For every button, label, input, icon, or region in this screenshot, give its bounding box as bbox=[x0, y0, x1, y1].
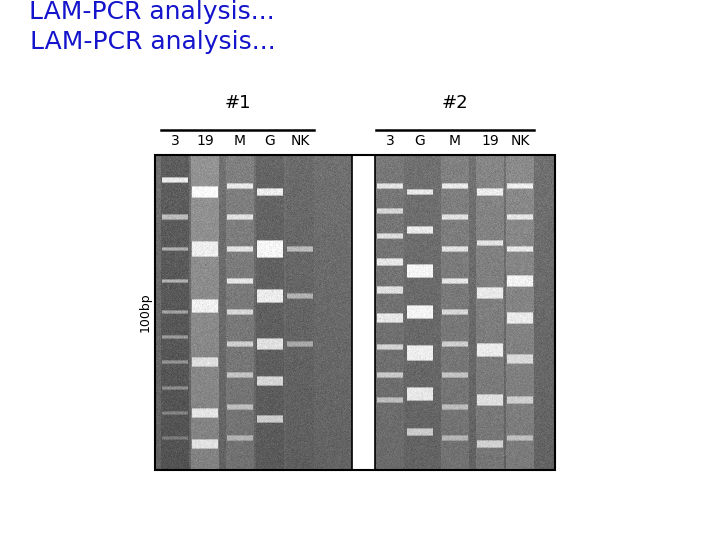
Text: NK: NK bbox=[510, 134, 530, 148]
Text: M: M bbox=[449, 134, 461, 148]
Text: G: G bbox=[265, 134, 275, 148]
Text: 100bp: 100bp bbox=[138, 293, 151, 332]
Text: NK: NK bbox=[290, 134, 310, 148]
Text: 3: 3 bbox=[171, 134, 179, 148]
Text: LAM-PCR analysis...: LAM-PCR analysis... bbox=[29, 0, 274, 24]
Bar bbox=[155, 155, 352, 470]
Text: 3: 3 bbox=[386, 134, 395, 148]
Text: LAM-PCR analysis...: LAM-PCR analysis... bbox=[30, 30, 276, 54]
Text: 19: 19 bbox=[196, 134, 214, 148]
Text: #2: #2 bbox=[441, 94, 468, 112]
Text: 19: 19 bbox=[481, 134, 499, 148]
Bar bbox=[155, 155, 555, 470]
Text: #1: #1 bbox=[224, 94, 251, 112]
Text: G: G bbox=[415, 134, 426, 148]
Text: M: M bbox=[234, 134, 246, 148]
Bar bbox=[375, 155, 555, 470]
